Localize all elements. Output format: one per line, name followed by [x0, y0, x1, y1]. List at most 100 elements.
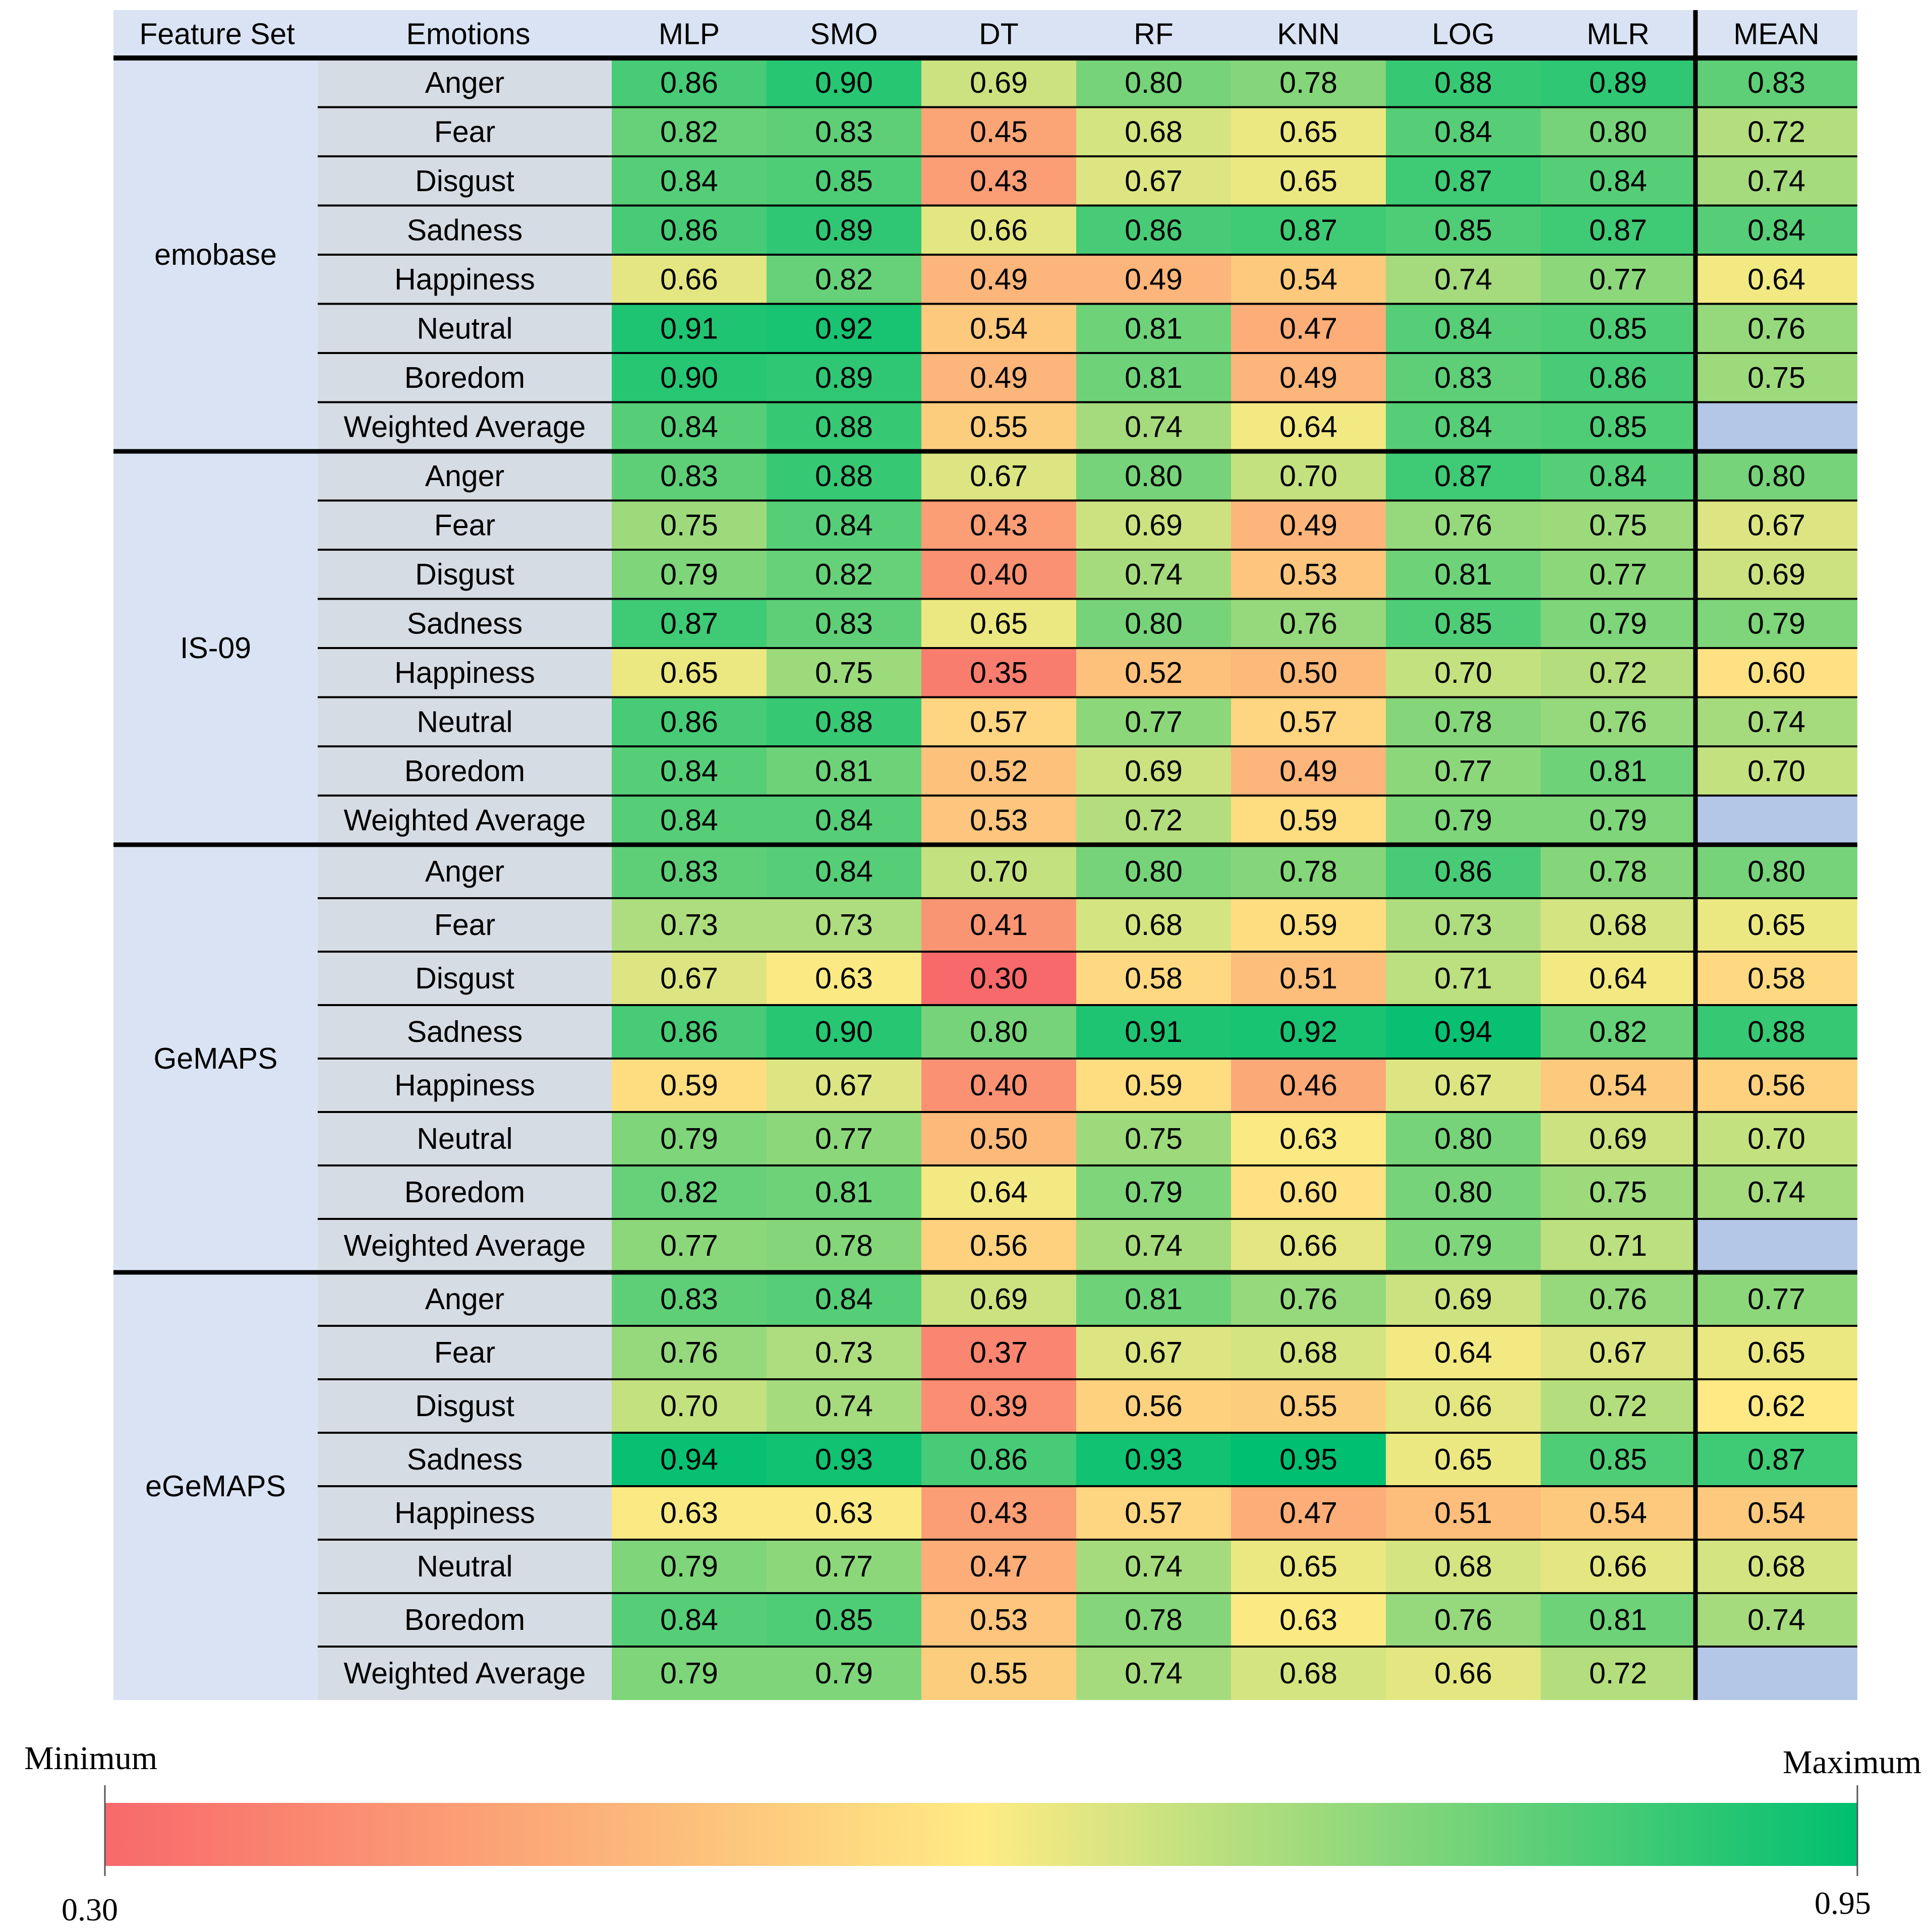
heatmap-cell [1541, 1165, 1695, 1219]
heatmap-cell [1231, 107, 1386, 156]
heatmap-cell [1231, 1379, 1386, 1433]
cell-value: 0.51 [1434, 1496, 1492, 1530]
heatmap-cell [612, 1059, 767, 1112]
heatmap-cell [1541, 402, 1695, 451]
heatmap-cell [1541, 599, 1695, 648]
cell-value: 0.59 [1279, 908, 1337, 942]
emotion-cell [318, 205, 612, 255]
heatmap-cell [767, 1593, 921, 1647]
mean-cell [1695, 599, 1857, 648]
cell-value: 0.45 [970, 115, 1028, 148]
cell-value: 0.75 [815, 656, 873, 689]
heatmap-cell [612, 451, 767, 501]
emotion-label: Neutral [417, 1122, 512, 1155]
cell-value: 0.76 [1434, 508, 1492, 542]
cell-value: 0.80 [1434, 1176, 1492, 1209]
heatmap-cells [612, 58, 1857, 1700]
heatmap-cell [1541, 697, 1695, 746]
mean-value: 0.58 [1747, 962, 1805, 995]
cell-value: 0.68 [1125, 908, 1183, 942]
cell-value: 0.78 [1589, 855, 1647, 888]
mean-value: 0.72 [1747, 115, 1805, 148]
heatmap-cell [921, 1486, 1076, 1540]
emotion-cell [318, 255, 612, 304]
cell-value: 0.83 [660, 459, 718, 493]
cell-value: 0.43 [970, 1496, 1028, 1530]
emotion-cell [318, 402, 612, 451]
heatmap-cell [1541, 500, 1695, 550]
cell-value: 0.79 [660, 1550, 718, 1583]
emotion-label: Neutral [417, 312, 512, 345]
heatmap-cell [1076, 845, 1231, 898]
heatmap-cell [921, 500, 1076, 550]
cell-value: 0.65 [1279, 1550, 1337, 1583]
emotion-cell [318, 697, 612, 746]
emotion-label: Boredom [404, 1603, 525, 1636]
cell-value: 0.81 [1125, 361, 1183, 394]
cell-value: 0.81 [1434, 558, 1492, 591]
cell-value: 0.76 [1589, 1282, 1647, 1316]
heatmap-cell [1541, 550, 1695, 599]
heatmap-cell [1076, 304, 1231, 353]
cell-value: 0.79 [660, 1122, 718, 1155]
heatmap-cell [767, 1379, 921, 1433]
cell-value: 0.77 [1589, 263, 1647, 296]
cell-value: 0.75 [660, 508, 718, 542]
cell-value: 0.73 [815, 1336, 873, 1369]
cell-value: 0.84 [660, 803, 718, 837]
cell-value: 0.77 [815, 1550, 873, 1583]
cell-value: 0.88 [815, 459, 873, 493]
mean-cell [1695, 451, 1857, 501]
cell-value: 0.84 [660, 754, 718, 788]
emotion-cell [318, 648, 612, 697]
emotion-label: Boredom [404, 361, 525, 394]
heatmap-cell [612, 156, 767, 206]
heatmap-cell [1541, 1379, 1695, 1433]
heatmap-cell [767, 1005, 921, 1059]
emotion-cell [318, 898, 612, 952]
cell-value: 0.77 [660, 1229, 718, 1262]
heatmap-cell [1386, 697, 1541, 746]
heatmap-cell [767, 898, 921, 952]
cell-value: 0.85 [1589, 1443, 1647, 1476]
scale-min-label: Minimum [24, 1740, 157, 1777]
cell-value: 0.66 [1279, 1229, 1337, 1262]
heatmap-cell [1231, 500, 1386, 550]
header-emotions: Emotions [406, 18, 531, 51]
mean-value: 0.80 [1747, 855, 1805, 888]
cell-value: 0.63 [815, 1496, 873, 1530]
heatmap-cell [1386, 746, 1541, 796]
heatmap-cell [612, 1593, 767, 1647]
heatmap-cell [1386, 156, 1541, 206]
feature-set-label: eGeMAPS [145, 1470, 286, 1503]
heatmap-cell [1076, 156, 1231, 206]
heatmap-cell [767, 1112, 921, 1165]
cell-value: 0.84 [1434, 312, 1492, 345]
heatmap-cell [1231, 1272, 1386, 1326]
mean-cell [1695, 648, 1857, 697]
heatmap-cell [612, 599, 767, 648]
cell-value: 0.52 [970, 754, 1028, 788]
cell-value: 0.65 [660, 656, 718, 689]
heatmap-cell [767, 500, 921, 550]
heatmap-cell [1076, 1112, 1231, 1165]
heatmap-cell [1541, 1005, 1695, 1059]
heatmap-cell [921, 697, 1076, 746]
heatmap-cell [921, 156, 1076, 206]
cell-value: 0.63 [1279, 1603, 1337, 1636]
cell-value: 0.82 [1589, 1015, 1647, 1048]
heatmap-cell [1231, 353, 1386, 402]
cell-value: 0.79 [1589, 803, 1647, 837]
cell-value: 0.78 [1125, 1603, 1183, 1636]
heatmap-cell [612, 898, 767, 952]
cell-value: 0.54 [1279, 263, 1337, 296]
cell-value: 0.70 [1434, 656, 1492, 689]
heatmap-cell [1231, 1005, 1386, 1059]
cell-value: 0.59 [1125, 1069, 1183, 1102]
cell-value: 0.58 [1125, 962, 1183, 995]
cell-value: 0.82 [660, 115, 718, 148]
cell-value: 0.57 [1279, 705, 1337, 738]
cell-value: 0.75 [1589, 1176, 1647, 1209]
heatmap-cell [921, 1112, 1076, 1165]
